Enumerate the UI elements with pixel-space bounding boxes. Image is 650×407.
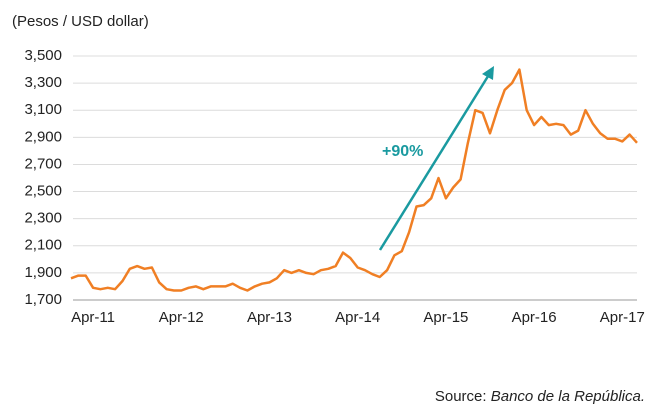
axis-unit: (Pesos / USD dollar) — [12, 13, 149, 30]
y-tick-label: 2,300 — [24, 210, 62, 227]
y-tick-label: 3,300 — [24, 74, 62, 91]
y-tick-label: 2,700 — [24, 155, 62, 172]
annotation-arrow — [378, 72, 492, 251]
y-tick-label: 2,900 — [24, 128, 62, 145]
y-tick-label: 1,900 — [24, 264, 62, 281]
x-tick-label: Apr-16 — [512, 309, 557, 326]
source: Source: Banco de la República. — [435, 388, 645, 405]
source-name: Banco de la República. — [491, 388, 645, 405]
y-tick-label: 2,100 — [24, 237, 62, 254]
x-tick-label: Apr-15 — [423, 309, 468, 326]
y-tick-label: 2,500 — [24, 183, 62, 200]
x-tick-label: Apr-17 — [600, 309, 645, 326]
y-tick-label: 1,700 — [24, 291, 62, 308]
x-tick-label: Apr-14 — [335, 309, 380, 326]
line — [70, 68, 638, 292]
x-tick-label: Apr-13 — [247, 309, 292, 326]
annotation-label: +90% — [382, 143, 423, 160]
x-tick-label: Apr-12 — [159, 309, 204, 326]
arrow-head — [482, 66, 494, 80]
y-tick-label: 3,500 — [24, 47, 62, 64]
source-label: Source: — [435, 388, 487, 405]
y-tick-label: 3,100 — [24, 101, 62, 118]
x-tick-label: Apr-11 — [71, 309, 115, 326]
